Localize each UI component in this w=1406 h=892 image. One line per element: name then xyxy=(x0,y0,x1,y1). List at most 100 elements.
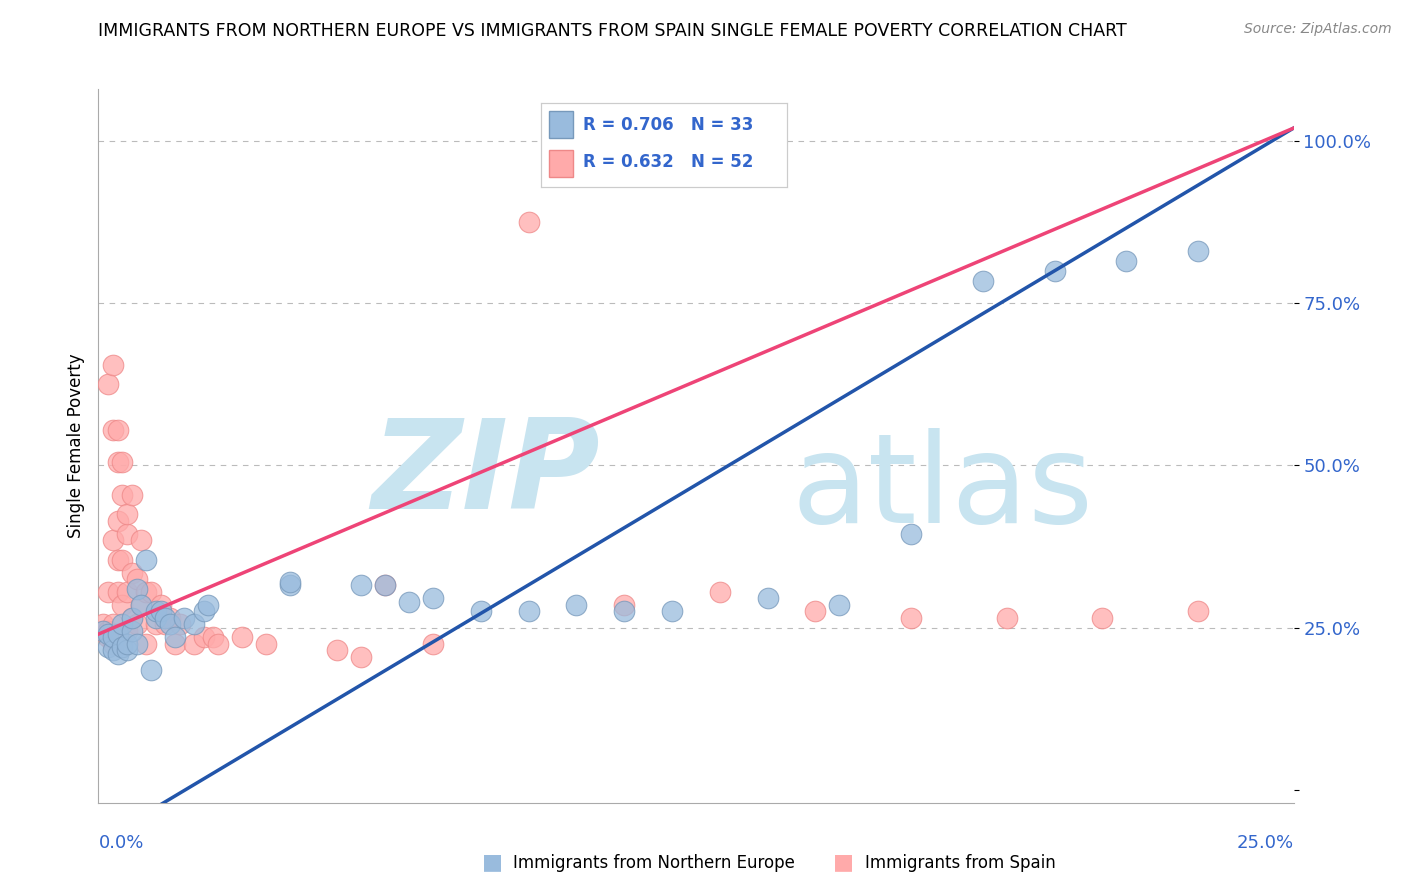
Point xyxy=(149,598,172,612)
Point xyxy=(115,507,138,521)
Point xyxy=(121,611,143,625)
Text: atlas: atlas xyxy=(792,428,1094,549)
Point xyxy=(111,488,134,502)
Point xyxy=(135,552,157,566)
Text: IMMIGRANTS FROM NORTHERN EUROPE VS IMMIGRANTS FROM SPAIN SINGLE FEMALE POVERTY C: IMMIGRANTS FROM NORTHERN EUROPE VS IMMIG… xyxy=(98,22,1128,40)
Point xyxy=(517,215,540,229)
Text: Immigrants from Spain: Immigrants from Spain xyxy=(865,854,1056,871)
Point xyxy=(173,611,195,625)
Point xyxy=(1187,244,1209,259)
Point xyxy=(374,578,396,592)
Point xyxy=(159,617,181,632)
Point xyxy=(91,617,114,632)
Point xyxy=(1043,264,1066,278)
Point xyxy=(125,617,148,632)
Point xyxy=(565,598,588,612)
Point xyxy=(107,423,129,437)
Point xyxy=(613,598,636,612)
Point xyxy=(145,617,167,632)
Point xyxy=(163,637,186,651)
Point xyxy=(900,526,922,541)
FancyBboxPatch shape xyxy=(548,112,574,138)
Point xyxy=(125,582,148,596)
Point xyxy=(183,637,205,651)
Point xyxy=(422,591,444,606)
Point xyxy=(101,358,124,372)
Point xyxy=(183,617,205,632)
Point xyxy=(125,572,148,586)
Point xyxy=(159,611,181,625)
Point xyxy=(97,585,120,599)
Point xyxy=(139,663,162,677)
Point xyxy=(111,640,134,654)
Point xyxy=(350,649,373,664)
Point xyxy=(193,631,215,645)
Point xyxy=(135,585,157,599)
Text: ■: ■ xyxy=(834,853,853,872)
Point xyxy=(613,604,636,618)
Point xyxy=(107,627,129,641)
Point xyxy=(278,578,301,592)
Point xyxy=(107,585,129,599)
Point xyxy=(115,585,138,599)
Point xyxy=(121,624,143,638)
Point xyxy=(101,637,124,651)
Text: 25.0%: 25.0% xyxy=(1236,834,1294,852)
Point xyxy=(121,488,143,502)
Point xyxy=(145,611,167,625)
Point xyxy=(101,643,124,657)
Point xyxy=(470,604,492,618)
Point xyxy=(111,637,134,651)
Point xyxy=(517,604,540,618)
Point xyxy=(804,604,827,618)
Point xyxy=(107,552,129,566)
Point xyxy=(374,578,396,592)
Point xyxy=(131,598,153,612)
Point xyxy=(135,637,157,651)
Point xyxy=(661,604,683,618)
Text: ZIP: ZIP xyxy=(371,414,600,535)
Text: Immigrants from Northern Europe: Immigrants from Northern Europe xyxy=(513,854,794,871)
Text: R = 0.632   N = 52: R = 0.632 N = 52 xyxy=(583,153,754,171)
Point xyxy=(97,627,120,641)
Point xyxy=(97,640,120,654)
Point xyxy=(97,377,120,392)
Point xyxy=(828,598,851,612)
Point xyxy=(149,604,172,618)
Point xyxy=(121,611,143,625)
Point xyxy=(278,575,301,590)
Point xyxy=(107,647,129,661)
Point xyxy=(111,598,134,612)
Text: 0.0%: 0.0% xyxy=(98,834,143,852)
Point xyxy=(972,274,994,288)
Point xyxy=(155,611,177,625)
Point xyxy=(111,455,134,469)
Point xyxy=(101,533,124,547)
Point xyxy=(326,643,349,657)
Point xyxy=(131,533,153,547)
Point xyxy=(995,611,1018,625)
Point xyxy=(125,637,148,651)
Point xyxy=(101,631,124,645)
Point xyxy=(107,631,129,645)
Point xyxy=(202,631,225,645)
Point xyxy=(91,624,114,638)
Point xyxy=(107,455,129,469)
Point xyxy=(155,617,177,632)
Point xyxy=(97,624,120,638)
Point xyxy=(231,631,253,645)
Point xyxy=(163,631,186,645)
Text: Source: ZipAtlas.com: Source: ZipAtlas.com xyxy=(1244,22,1392,37)
Text: ■: ■ xyxy=(482,853,502,872)
Point xyxy=(350,578,373,592)
Text: R = 0.706   N = 33: R = 0.706 N = 33 xyxy=(583,116,754,134)
Point xyxy=(900,611,922,625)
Point xyxy=(145,604,167,618)
Point xyxy=(107,514,129,528)
Point xyxy=(254,637,277,651)
Point xyxy=(101,423,124,437)
Point xyxy=(197,598,219,612)
Point xyxy=(1115,254,1137,268)
Y-axis label: Single Female Poverty: Single Female Poverty xyxy=(66,354,84,538)
Point xyxy=(121,566,143,580)
